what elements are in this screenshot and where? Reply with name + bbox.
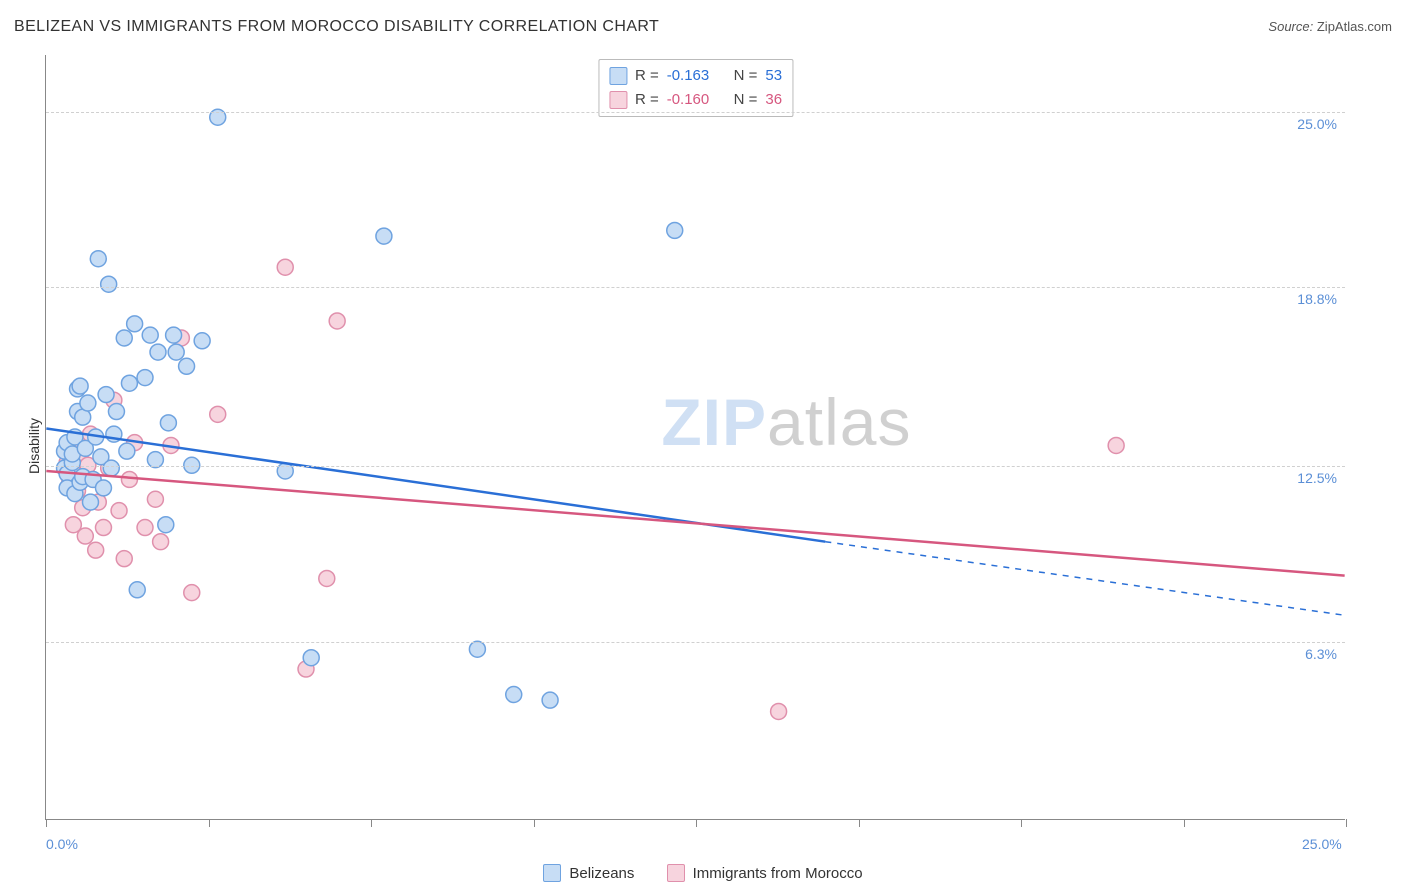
data-point <box>83 494 99 510</box>
grid-line <box>46 112 1345 113</box>
data-point <box>166 327 182 343</box>
data-point <box>168 344 184 360</box>
grid-line <box>46 466 1345 467</box>
data-point <box>194 333 210 349</box>
data-point <box>160 415 176 431</box>
legend-label: Immigrants from Morocco <box>693 865 863 882</box>
data-point <box>101 276 117 292</box>
data-point <box>121 471 137 487</box>
legend-item-morocco: Immigrants from Morocco <box>667 864 863 882</box>
legend-swatch-pink <box>667 864 685 882</box>
data-point <box>542 692 558 708</box>
data-point <box>77 528 93 544</box>
source-credit: Source: ZipAtlas.com <box>1268 19 1392 34</box>
data-point <box>147 491 163 507</box>
source-label: Source: <box>1268 19 1313 34</box>
data-point <box>116 551 132 567</box>
title-bar: BELIZEAN VS IMMIGRANTS FROM MOROCCO DISA… <box>14 18 1392 36</box>
x-tick <box>209 819 210 827</box>
grid-line <box>46 287 1345 288</box>
x-tick <box>371 819 372 827</box>
data-point <box>111 503 127 519</box>
data-point <box>72 378 88 394</box>
data-point <box>506 687 522 703</box>
data-point <box>303 650 319 666</box>
y-axis-label: Disability <box>26 418 42 474</box>
data-point <box>277 259 293 275</box>
data-point <box>667 222 683 238</box>
data-point <box>129 582 145 598</box>
data-point <box>184 585 200 601</box>
data-point <box>119 443 135 459</box>
data-point <box>319 570 335 586</box>
data-point <box>153 534 169 550</box>
data-point <box>137 520 153 536</box>
data-point <box>771 703 787 719</box>
data-point <box>1108 437 1124 453</box>
plot-area: ZIPatlas R = -0.163 N = 53 R = -0.160 N … <box>45 55 1345 820</box>
grid-line <box>46 642 1345 643</box>
x-tick <box>534 819 535 827</box>
trend-line <box>46 471 1344 576</box>
x-tick-label: 0.0% <box>46 836 78 852</box>
data-point <box>103 460 119 476</box>
y-tick-label: 18.8% <box>1297 291 1337 307</box>
x-tick <box>1184 819 1185 827</box>
data-point <box>88 542 104 558</box>
data-point <box>108 404 124 420</box>
x-tick <box>696 819 697 827</box>
x-tick <box>1346 819 1347 827</box>
plot-svg <box>46 55 1345 819</box>
legend-label: Belizeans <box>569 865 634 882</box>
data-point <box>127 316 143 332</box>
data-point <box>179 358 195 374</box>
trend-line-dashed <box>825 542 1344 616</box>
x-tick <box>46 819 47 827</box>
data-point <box>90 251 106 267</box>
data-point <box>210 406 226 422</box>
data-point <box>80 395 96 411</box>
y-tick-label: 12.5% <box>1297 470 1337 486</box>
data-point <box>469 641 485 657</box>
data-point <box>116 330 132 346</box>
data-point <box>95 480 111 496</box>
source-value: ZipAtlas.com <box>1317 19 1392 34</box>
data-point <box>98 387 114 403</box>
data-point <box>376 228 392 244</box>
legend-bottom: Belizeans Immigrants from Morocco <box>0 864 1406 886</box>
legend-swatch-blue <box>543 864 561 882</box>
y-tick-label: 6.3% <box>1305 646 1337 662</box>
data-point <box>329 313 345 329</box>
x-tick <box>1021 819 1022 827</box>
legend-item-belizeans: Belizeans <box>543 864 634 882</box>
chart-title: BELIZEAN VS IMMIGRANTS FROM MOROCCO DISA… <box>14 18 659 36</box>
data-point <box>121 375 137 391</box>
data-point <box>150 344 166 360</box>
x-tick <box>859 819 860 827</box>
data-point <box>137 370 153 386</box>
data-point <box>95 520 111 536</box>
y-tick-label: 25.0% <box>1297 116 1337 132</box>
data-point <box>158 517 174 533</box>
x-tick-label: 25.0% <box>1302 836 1342 852</box>
chart-container: BELIZEAN VS IMMIGRANTS FROM MOROCCO DISA… <box>0 0 1406 892</box>
data-point <box>142 327 158 343</box>
